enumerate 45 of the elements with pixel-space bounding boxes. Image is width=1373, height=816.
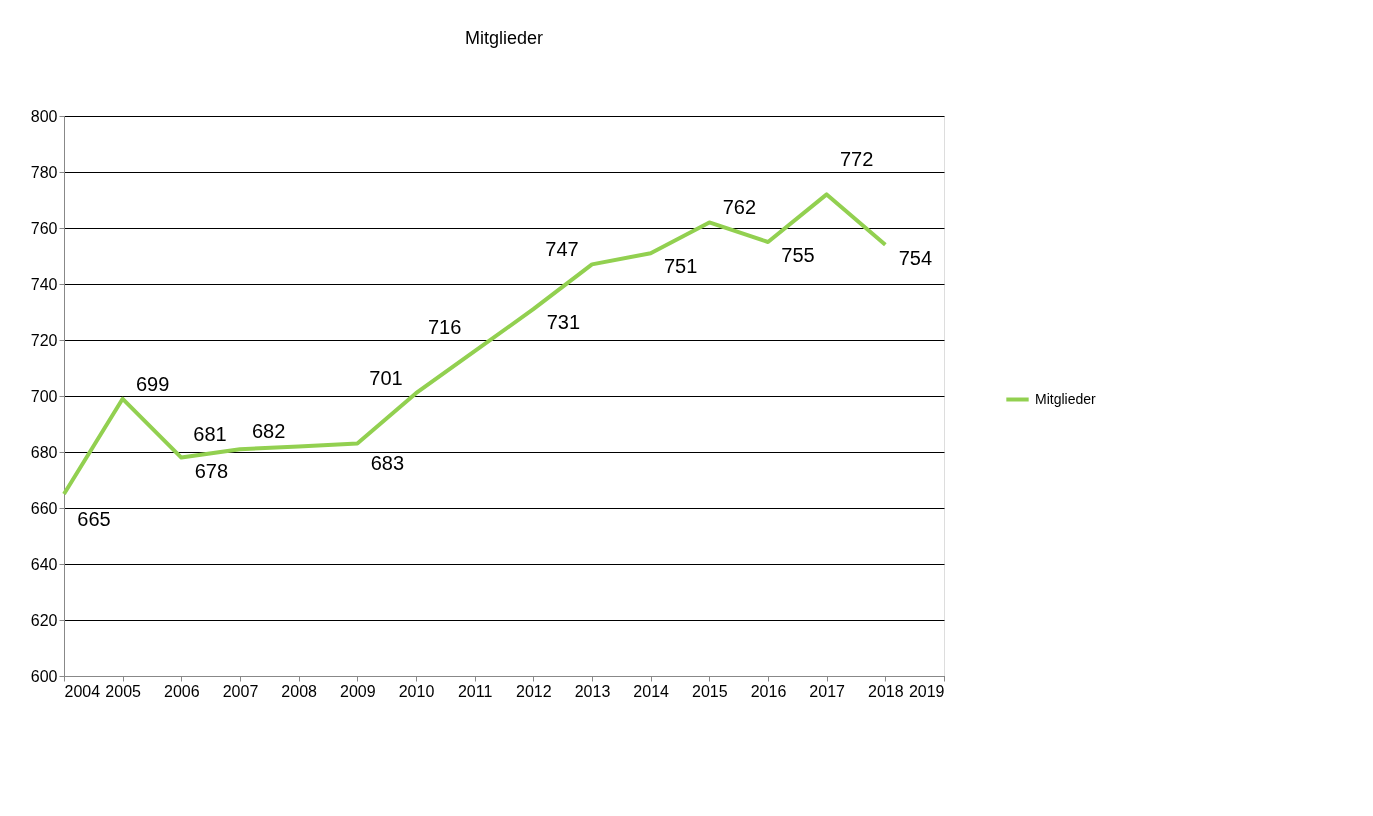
x-tick-label: 2013 <box>574 682 611 700</box>
y-tick-label: 780 <box>30 163 58 181</box>
x-tick-label: 2016 <box>750 682 787 700</box>
data-label: 762 <box>722 196 757 219</box>
x-tick-label: 2015 <box>692 682 728 700</box>
data-label: 699 <box>135 372 170 395</box>
data-label: 701 <box>369 367 403 390</box>
x-tick-label: 2009 <box>340 682 376 700</box>
data-label: 754 <box>898 246 933 269</box>
y-tick-label: 800 <box>30 107 58 125</box>
x-tick-label: 2007 <box>222 682 259 700</box>
x-tick-label: 2010 <box>398 682 435 700</box>
y-tick-label: 740 <box>30 275 58 293</box>
data-label: 681 <box>193 423 227 446</box>
legend-label: Mitglieder <box>1035 390 1097 407</box>
data-label: 682 <box>251 420 286 443</box>
y-tick-label: 640 <box>30 555 58 573</box>
x-tick-label: 2014 <box>633 682 670 700</box>
y-tick-label: 600 <box>30 667 58 685</box>
data-label: 716 <box>427 316 462 339</box>
x-tick-label: 2006 <box>164 682 200 700</box>
y-tick-label: 660 <box>30 499 58 517</box>
x-tick-label: 2018 <box>868 682 904 700</box>
x-tick-label: 2008 <box>281 682 318 700</box>
x-tick-label: 2005 <box>105 682 142 700</box>
x-tick-label: 2004 <box>64 682 101 700</box>
data-label: 731 <box>546 311 581 334</box>
y-tick-label: 620 <box>30 611 58 629</box>
data-label: 751 <box>663 255 698 278</box>
chart-title: Mitglieder <box>464 28 544 48</box>
x-tick-label: 2011 <box>457 682 493 700</box>
x-tick-label: 2012 <box>516 682 552 700</box>
y-tick-label: 720 <box>30 331 58 349</box>
data-label: 772 <box>839 148 874 171</box>
data-label: 683 <box>370 451 405 474</box>
data-label: 678 <box>194 459 229 482</box>
x-tick-label: 2017 <box>809 682 846 700</box>
y-tick-label: 760 <box>30 219 58 237</box>
line-series <box>62 192 888 496</box>
y-tick-label: 680 <box>30 443 58 461</box>
data-label: 747 <box>545 238 579 261</box>
data-label: 755 <box>781 244 815 266</box>
data-label: 665 <box>77 508 111 530</box>
x-tick-label: 2019 <box>908 682 945 700</box>
y-tick-label: 700 <box>30 387 58 405</box>
